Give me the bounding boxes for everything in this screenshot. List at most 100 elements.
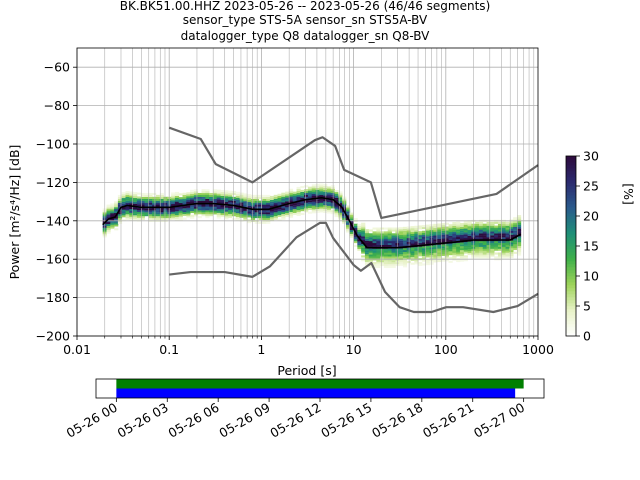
heatmap-cell xyxy=(501,252,506,255)
heatmap-cell xyxy=(425,241,430,245)
heatmap-cell xyxy=(292,207,297,210)
heatmap-cell xyxy=(494,235,499,238)
heatmap-cell xyxy=(368,235,373,238)
heatmap-cell xyxy=(387,252,392,255)
heatmap-cell xyxy=(110,222,115,225)
heatmap-cell xyxy=(387,244,392,247)
heatmap-cell xyxy=(133,203,138,206)
heatmap-cell xyxy=(364,238,370,241)
heatmap-cell xyxy=(444,243,449,246)
heatmap-cell xyxy=(376,233,381,236)
heatmap-cell xyxy=(201,191,206,194)
heatmap-cell xyxy=(482,227,487,230)
heatmap-cell xyxy=(475,250,480,253)
heatmap-cell xyxy=(201,200,206,203)
heatmap-cell xyxy=(178,208,183,211)
heatmap-cell xyxy=(121,215,126,218)
heatmap-cell xyxy=(501,254,506,257)
colorbar-band xyxy=(566,279,576,283)
heatmap-cell xyxy=(463,247,468,250)
heatmap-cell xyxy=(178,202,183,206)
heatmap-cell xyxy=(501,256,506,259)
heatmap-cell xyxy=(490,254,495,257)
heatmap-cell xyxy=(182,211,187,215)
heatmap-cell xyxy=(315,191,320,194)
heatmap-cell xyxy=(140,212,145,215)
heatmap-cell xyxy=(254,204,259,207)
heatmap-cell xyxy=(516,236,522,239)
heatmap-cell xyxy=(174,203,180,206)
heatmap-cell xyxy=(205,206,210,209)
heatmap-cell xyxy=(239,194,244,197)
heatmap-cell xyxy=(292,205,297,208)
heatmap-cell xyxy=(114,220,119,223)
heatmap-cell xyxy=(380,237,385,240)
heatmap-cell xyxy=(478,233,484,236)
heatmap-cell xyxy=(387,240,392,244)
heatmap-cell xyxy=(357,241,362,244)
heatmap-cell xyxy=(501,229,506,232)
heatmap-cell xyxy=(376,244,381,247)
heatmap-cell xyxy=(376,250,381,253)
heatmap-cell xyxy=(231,191,237,194)
heatmap-cell xyxy=(114,224,119,227)
heatmap-cell xyxy=(440,232,446,235)
heatmap-cell xyxy=(247,196,252,199)
heatmap-cell xyxy=(311,209,316,212)
heatmap-cell xyxy=(117,204,123,207)
heatmap-cell xyxy=(186,209,191,212)
heatmap-cell xyxy=(421,242,427,245)
heatmap-cell xyxy=(243,193,248,196)
heatmap-cell xyxy=(193,204,199,207)
noise-model-high-line xyxy=(168,126,539,220)
heatmap-cell xyxy=(228,196,233,199)
heatmap-cell xyxy=(433,246,438,250)
heatmap-cell xyxy=(140,196,145,199)
heatmap-cell xyxy=(361,259,366,262)
heatmap-cell xyxy=(174,195,180,198)
heatmap-cell xyxy=(235,195,240,198)
heatmap-cell xyxy=(266,194,271,197)
heatmap-cell xyxy=(114,201,119,204)
heatmap-cell xyxy=(459,234,465,237)
heatmap-cell xyxy=(281,198,286,201)
heatmap-cell xyxy=(516,230,522,233)
heatmap-cell xyxy=(459,236,465,239)
heatmap-cell xyxy=(125,191,130,194)
heatmap-cell xyxy=(285,210,290,213)
heatmap-cell xyxy=(490,244,495,247)
heatmap-cell xyxy=(463,245,468,248)
heatmap-cell xyxy=(448,230,453,233)
heatmap-cell xyxy=(288,198,294,201)
heatmap-cell xyxy=(281,202,286,205)
heatmap-cell xyxy=(281,217,286,220)
heatmap-cell xyxy=(136,204,142,207)
heatmap-cell xyxy=(125,212,130,215)
heatmap-cell xyxy=(475,221,480,224)
heatmap-cell xyxy=(140,192,145,196)
heatmap-cell xyxy=(345,209,351,212)
heatmap-cell xyxy=(513,221,518,224)
heatmap-cell xyxy=(425,236,430,239)
heatmap-cell xyxy=(425,228,430,231)
heatmap-cell xyxy=(467,231,472,234)
heatmap-cell xyxy=(288,192,294,195)
heatmap-cell xyxy=(296,194,301,197)
heatmap-cell xyxy=(456,250,461,253)
heatmap-cell xyxy=(182,206,187,209)
heatmap-cell xyxy=(345,230,351,233)
colorbar-band xyxy=(566,330,576,334)
heatmap-cell xyxy=(311,184,316,187)
heatmap-cell xyxy=(209,210,214,213)
heatmap-cell xyxy=(475,244,480,247)
heatmap-cell xyxy=(399,227,404,230)
heatmap-cell xyxy=(319,210,324,213)
heatmap-cell xyxy=(273,196,278,199)
heatmap-cell xyxy=(353,237,358,240)
heatmap-cell xyxy=(364,261,370,264)
heatmap-cell xyxy=(212,195,218,198)
heatmap-cell xyxy=(159,210,164,213)
heatmap-cell xyxy=(273,214,278,217)
heatmap-cell xyxy=(376,260,381,263)
heatmap-cell xyxy=(418,242,423,245)
